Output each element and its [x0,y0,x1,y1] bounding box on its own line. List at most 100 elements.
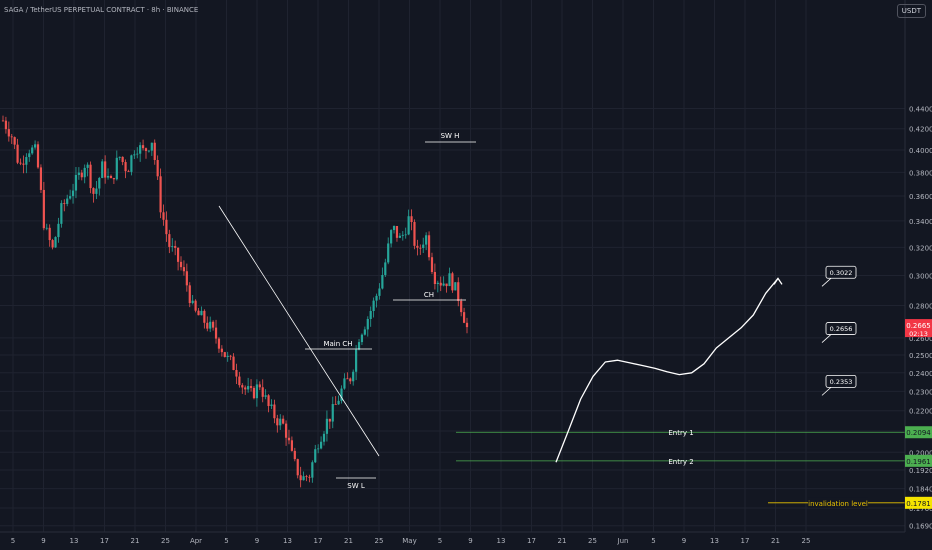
candle-body[interactable] [31,147,34,154]
candle-body[interactable] [226,355,229,357]
candle-body[interactable] [188,285,191,304]
candle-body[interactable] [270,404,273,407]
candle-body[interactable] [317,448,320,450]
candle-body[interactable] [355,349,358,372]
candle-body[interactable] [427,235,431,258]
candle-body[interactable] [401,234,404,236]
candle-body[interactable] [16,144,19,163]
candle-body[interactable] [343,378,346,389]
candle-body[interactable] [325,418,329,434]
candle-body[interactable] [159,176,162,213]
candle-body[interactable] [433,271,436,285]
candle-body[interactable] [457,282,460,301]
target-callout-box[interactable] [825,265,857,279]
candle-body[interactable] [305,476,308,478]
candle-body[interactable] [436,282,439,285]
candle-body[interactable] [352,371,355,382]
downtrend-line[interactable] [218,205,380,457]
candle-body[interactable] [241,385,244,388]
candle-body[interactable] [124,162,127,172]
candle-body[interactable] [255,384,258,399]
candle-body[interactable] [144,148,148,151]
candle-body[interactable] [179,261,183,268]
price-axis[interactable]: 0.4400 0.4200 0.4000 0.3800 0.3600 0.3400 0.32… [904,0,932,532]
candle-body[interactable] [136,153,139,155]
candle-body[interactable] [57,223,60,238]
candle-body[interactable] [465,322,469,328]
candle-body[interactable] [235,370,238,377]
candle-body[interactable] [60,203,63,224]
candle-body[interactable] [194,300,197,311]
candle-body[interactable] [69,196,72,199]
candle-body[interactable] [214,327,218,339]
chart-drawings[interactable] [218,141,905,504]
candle-body[interactable] [101,161,104,178]
candle-body[interactable] [369,310,372,319]
candle-body[interactable] [171,246,174,247]
candle-body[interactable] [223,352,226,357]
candle-body[interactable] [1,120,5,122]
projection-path[interactable] [555,277,779,463]
candle-body[interactable] [284,423,288,438]
candle-body[interactable] [416,245,419,248]
candle-body[interactable] [407,216,410,235]
candle-body[interactable] [328,418,331,422]
candle-body[interactable] [112,178,115,180]
candle-body[interactable] [176,247,180,262]
drawing-labels[interactable]: Main CH SW L SW H CH Entry 1 Entry 2 invalidat… [323,132,868,508]
target-callout-box[interactable] [825,322,857,335]
candle-body[interactable] [109,175,113,179]
candle-body[interactable] [63,203,66,204]
candle-body[interactable] [442,283,445,286]
candle-body[interactable] [51,240,54,248]
candle-body[interactable] [156,160,159,177]
candle-body[interactable] [349,378,352,382]
candle-body[interactable] [212,321,215,328]
candle-body[interactable] [139,145,142,154]
candle-body[interactable] [366,318,369,330]
candle-body[interactable] [66,198,69,204]
candle-body[interactable] [36,144,40,168]
candle-body[interactable] [92,188,95,194]
candle-body[interactable] [200,310,203,316]
candle-body[interactable] [162,212,165,220]
candle-body[interactable] [264,395,267,397]
candle-body[interactable] [147,150,151,152]
candle-body[interactable] [22,163,25,165]
candle-body[interactable] [404,234,407,236]
candle-body[interactable] [445,283,448,287]
candle-body[interactable] [454,282,457,291]
candle-body[interactable] [153,142,156,161]
candle-body[interactable] [86,164,89,168]
candle-body[interactable] [34,144,37,148]
candle-body[interactable] [77,172,80,175]
candle-body[interactable] [282,418,285,424]
candle-body[interactable] [238,376,241,386]
candle-body[interactable] [165,219,168,235]
candle-body[interactable] [104,161,107,178]
candle-body[interactable] [249,386,253,388]
candle-body[interactable] [127,171,130,172]
candle-body[interactable] [448,273,451,287]
candle-body[interactable] [308,476,311,478]
candle-body[interactable] [302,476,305,481]
candle-body[interactable] [372,300,375,311]
candle-body[interactable] [290,440,294,451]
candle-body[interactable] [357,342,361,350]
candle-body[interactable] [209,321,212,329]
candle-body[interactable] [229,355,232,357]
candle-body[interactable] [39,167,43,190]
candle-body[interactable] [48,227,51,241]
candle-body[interactable] [10,136,13,138]
candle-body[interactable] [381,275,384,289]
candle-body[interactable] [311,462,314,478]
candle-body[interactable] [340,388,343,401]
candle-body[interactable] [54,237,57,248]
candle-body[interactable] [319,441,323,449]
candle-body[interactable] [462,312,466,323]
candle-body[interactable] [322,433,326,442]
candle-body[interactable] [185,271,188,286]
candle-body[interactable] [174,246,177,248]
time-axis[interactable]: 5 9 13 17 21 25 Apr 5 9 13 17 21 25 May 5 9 13 17 21 25 Jun 5… [0,531,905,545]
candle-body[interactable] [182,267,186,272]
